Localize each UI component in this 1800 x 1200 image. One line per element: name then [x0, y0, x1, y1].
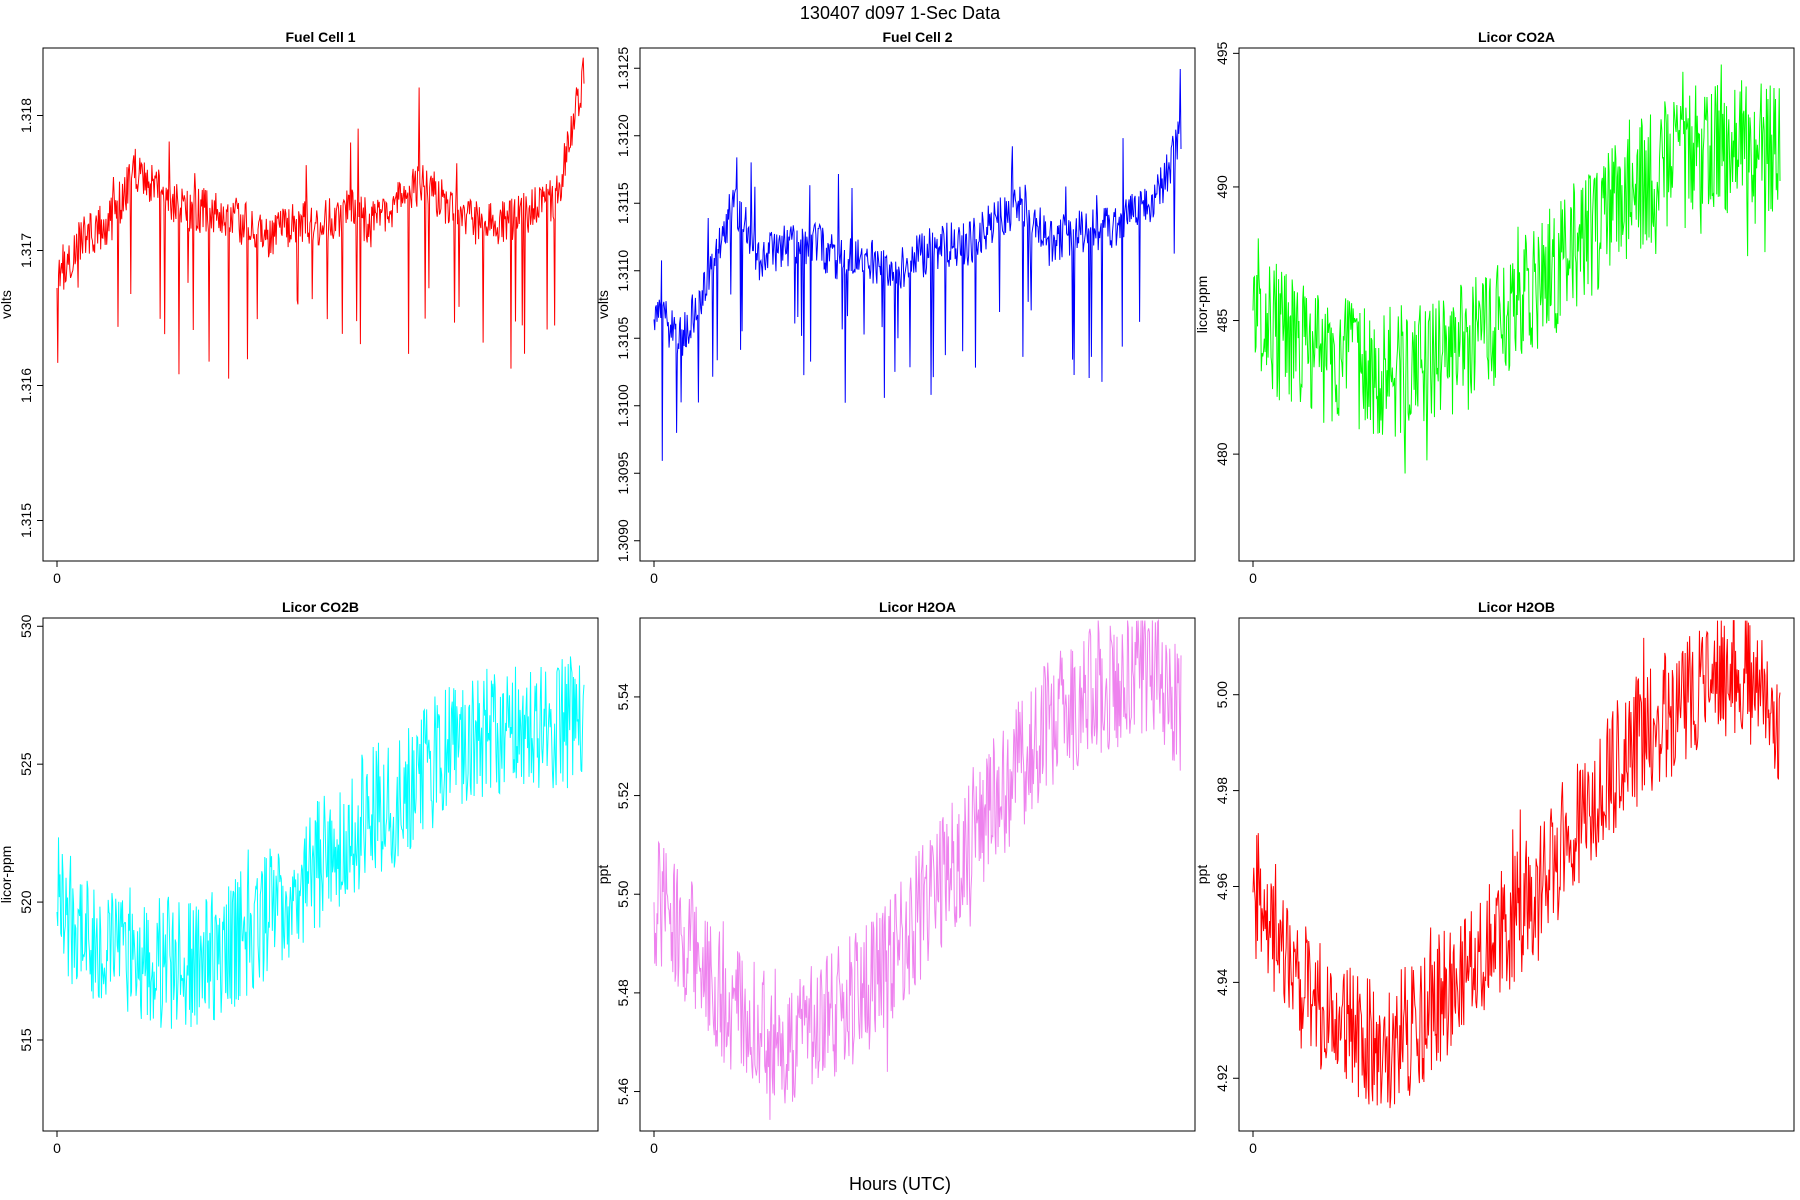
y-tick-label: 1.317	[18, 233, 34, 268]
y-tick-label: 525	[18, 752, 34, 776]
x-tick-label: 0	[53, 1140, 61, 1156]
plot-frame	[639, 47, 1196, 562]
x-tick-label: 0	[1249, 1140, 1257, 1156]
y-tick-label: 4.98	[1214, 777, 1230, 804]
y-tick-label: 5.48	[615, 979, 631, 1006]
x-axis-label: Hours (UTC)	[849, 1174, 951, 1194]
chart-panel-3: Licor CO2A licor-ppm 480 485 490 495 0	[1194, 29, 1795, 586]
series-line	[653, 68, 1182, 461]
chart-panel-1: Fuel Cell 1 volts 1.315 1.316 1.317 1.318 0	[0, 29, 599, 586]
y-tick-label: 4.94	[1214, 969, 1230, 996]
x-tick-label: 0	[650, 570, 658, 586]
plot-frame	[1238, 617, 1795, 1132]
y-tick-label: 495	[1214, 41, 1230, 65]
y-tick-label: 1.3125	[615, 47, 631, 90]
plot-frame	[1238, 47, 1795, 562]
y-tick-label: 1.315	[18, 503, 34, 538]
chart-panel-6: Licor H2OB ppt 4.92 4.94 4.96 4.98 5.00 0	[1194, 599, 1795, 1156]
series-line	[56, 57, 585, 379]
y-axis-label: volts	[0, 290, 14, 319]
y-tick-label: 515	[18, 1028, 34, 1052]
series-line	[56, 656, 585, 1029]
chart-title: Licor H2OA	[879, 599, 956, 615]
y-tick-label: 485	[1214, 309, 1230, 333]
y-tick-label: 4.96	[1214, 873, 1230, 900]
y-tick-label: 1.316	[18, 368, 34, 403]
y-tick-label: 480	[1214, 442, 1230, 466]
figure-title: 130407 d097 1-Sec Data	[800, 3, 1001, 23]
y-axis-label: licor-ppm	[1194, 276, 1210, 334]
chart-panel-4: Licor CO2B licor-ppm 515 520 525 530 0	[0, 599, 599, 1156]
chart-panel-5: Licor H2OA ppt 5.46 5.48 5.50 5.52 5.54 0	[595, 599, 1196, 1156]
y-axis-label: ppt	[1194, 865, 1210, 885]
y-axis-label: licor-ppm	[0, 846, 14, 904]
y-tick-label: 1.3115	[615, 182, 631, 224]
y-tick-label: 5.00	[1214, 681, 1230, 708]
chart-title: Licor CO2A	[1478, 29, 1555, 45]
y-tick-label: 4.92	[1214, 1064, 1230, 1091]
chart-title: Licor CO2B	[282, 599, 359, 615]
chart-title: Fuel Cell 1	[285, 29, 355, 45]
y-tick-label: 1.3110	[615, 250, 631, 292]
y-tick-label: 5.54	[615, 683, 631, 710]
y-tick-label: 530	[18, 614, 34, 638]
y-tick-label: 1.3090	[615, 519, 631, 562]
panels: Fuel Cell 1volts1.3151.3161.3171.3180Fue…	[0, 29, 1795, 1156]
plot-frame	[42, 47, 599, 562]
y-tick-label: 1.3095	[615, 452, 631, 495]
x-tick-label: 0	[53, 570, 61, 586]
series-line	[1252, 64, 1781, 474]
y-tick-label: 1.3100	[615, 384, 631, 427]
chart-title: Licor H2OB	[1478, 599, 1555, 615]
chart-title: Fuel Cell 2	[882, 29, 952, 45]
series-line	[1252, 620, 1781, 1109]
y-tick-label: 5.46	[615, 1078, 631, 1105]
y-axis-label: volts	[595, 290, 611, 319]
series-line	[653, 618, 1182, 1120]
y-tick-label: 1.3105	[615, 317, 631, 360]
y-tick-label: 490	[1214, 175, 1230, 199]
y-tick-label: 1.3120	[615, 114, 631, 157]
x-tick-label: 0	[1249, 570, 1257, 586]
y-tick-label: 1.318	[18, 98, 34, 133]
x-tick-label: 0	[650, 1140, 658, 1156]
y-tick-label: 520	[18, 890, 34, 914]
y-axis-label: ppt	[595, 865, 611, 885]
chart-panel-2: Fuel Cell 2 volts 1.3090 1.3095 1.3100 1.3105…	[595, 29, 1196, 586]
y-tick-label: 5.52	[615, 782, 631, 809]
y-tick-label: 5.50	[615, 880, 631, 907]
plot-frame	[639, 617, 1196, 1132]
plot-frame	[42, 617, 599, 1132]
